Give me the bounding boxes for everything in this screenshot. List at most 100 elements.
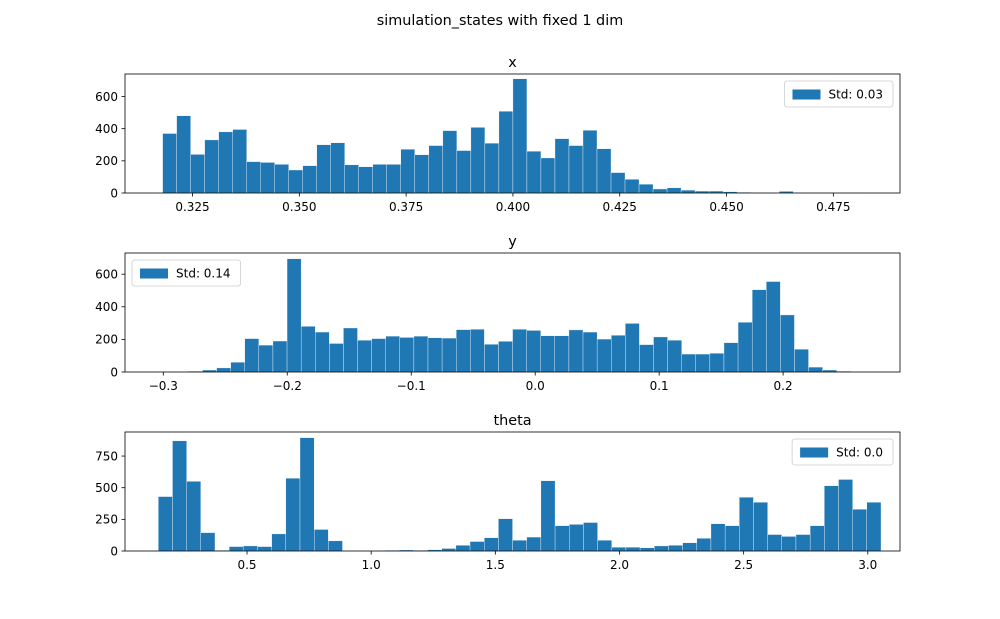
bar-x-29 xyxy=(568,145,584,194)
bar-x-18 xyxy=(414,154,430,194)
bar-y-25 xyxy=(512,329,527,373)
legend-swatch-y xyxy=(140,268,168,279)
y-tick-label-theta-3: 750 xyxy=(95,449,118,463)
bar-y-35 xyxy=(653,336,668,373)
x-tick-label-y-0: −0.3 xyxy=(149,379,178,393)
x-tick-label-x-5: 0.450 xyxy=(709,200,743,214)
bar-x-6 xyxy=(246,161,261,194)
subplot-title-y: y xyxy=(508,234,517,250)
bar-y-20 xyxy=(441,337,457,373)
bar-x-12 xyxy=(330,142,345,194)
bar-theta-0 xyxy=(158,496,173,552)
bar-theta-45 xyxy=(795,534,811,552)
bar-x-25 xyxy=(512,78,528,194)
bar-x-16 xyxy=(386,164,401,194)
x-tick-label-x-0: 0.325 xyxy=(175,200,209,214)
bar-x-14 xyxy=(358,166,373,194)
bar-y-5 xyxy=(230,362,245,373)
bar-x-7 xyxy=(260,162,275,194)
bar-theta-35 xyxy=(654,545,669,552)
bar-y-38 xyxy=(695,353,711,373)
bar-y-4 xyxy=(216,367,231,373)
bar-theta-3 xyxy=(200,532,216,552)
x-tick-label-y-2: −0.1 xyxy=(397,379,426,393)
subplot-title-theta: theta xyxy=(493,413,531,429)
legend-x: Std: 0.03 xyxy=(784,80,894,108)
bar-y-45 xyxy=(794,349,809,373)
x-tick-label-theta-4: 2.5 xyxy=(734,558,753,572)
bar-y-13 xyxy=(343,327,358,373)
panel-x: 0.325 0.350 0.375 0.400 0.425 0.450 0.475 0 200 4… xyxy=(95,55,901,214)
panels: 0.325 0.350 0.375 0.400 0.425 0.450 0.475 0 200 4… xyxy=(95,55,901,572)
bar-x-9 xyxy=(288,169,303,194)
bar-x-22 xyxy=(470,127,486,194)
bar-x-36 xyxy=(666,187,682,194)
bar-theta-12 xyxy=(328,540,343,552)
bar-theta-40 xyxy=(724,525,740,552)
x-tick-label-theta-3: 2.0 xyxy=(610,558,629,572)
panel-theta: 0.5 1.0 1.5 2.0 2.5 3.0 0 250 500 750 theta Std: 0.… xyxy=(95,413,901,572)
bar-theta-24 xyxy=(498,518,513,552)
bar-theta-38 xyxy=(696,538,712,552)
bar-y-32 xyxy=(611,335,626,373)
y-tick-label-theta-0: 0 xyxy=(110,544,118,558)
y-tick-label-y-3: 600 xyxy=(95,267,118,281)
bar-x-15 xyxy=(372,164,387,194)
bar-y-26 xyxy=(526,330,541,373)
y-tick-label-x-2: 400 xyxy=(95,122,118,136)
bar-theta-32 xyxy=(611,547,627,552)
x-tick-label-theta-1: 1.0 xyxy=(362,558,381,572)
bar-y-30 xyxy=(582,331,598,373)
bar-y-21 xyxy=(456,329,471,373)
bar-theta-9 xyxy=(285,478,301,552)
bar-theta-5 xyxy=(228,546,244,552)
bar-y-16 xyxy=(385,335,400,373)
bar-x-10 xyxy=(302,165,317,194)
bar-y-39 xyxy=(709,353,725,373)
legend-swatch-theta xyxy=(800,447,829,458)
bar-y-42 xyxy=(751,289,767,373)
subplot-title-x: x xyxy=(508,55,517,71)
bar-theta-21 xyxy=(455,545,471,552)
x-tick-label-y-4: 0.1 xyxy=(650,379,669,393)
y-tick-label-theta-2: 500 xyxy=(95,481,118,495)
bar-y-40 xyxy=(723,342,739,373)
bar-theta-43 xyxy=(767,534,782,552)
bar-y-12 xyxy=(329,343,344,373)
legend-y: Std: 0.14 xyxy=(131,259,241,287)
bar-x-2 xyxy=(190,154,205,194)
bar-x-8 xyxy=(274,164,289,194)
x-tick-label-y-1: −0.2 xyxy=(273,379,302,393)
bar-x-13 xyxy=(344,164,359,194)
legend-theta: Std: 0.0 xyxy=(791,438,894,466)
bar-y-24 xyxy=(498,341,513,373)
bar-y-14 xyxy=(357,340,372,373)
legend-label-theta: Std: 0.0 xyxy=(836,446,883,460)
legend-label-x: Std: 0.03 xyxy=(828,88,883,102)
y-tick-label-x-3: 600 xyxy=(95,90,118,104)
bar-theta-47 xyxy=(824,485,839,552)
y-tick-label-x-0: 0 xyxy=(110,186,118,200)
bar-y-36 xyxy=(667,340,682,373)
bar-y-15 xyxy=(371,338,386,373)
bar-y-7 xyxy=(258,344,274,373)
y-tick-label-theta-1: 250 xyxy=(95,513,118,527)
bar-theta-31 xyxy=(597,540,612,552)
bar-theta-48 xyxy=(838,479,853,552)
bar-y-44 xyxy=(780,314,795,373)
bar-x-17 xyxy=(400,149,416,194)
legend-box-y xyxy=(131,259,241,287)
x-tick-label-theta-5: 3.0 xyxy=(858,558,877,572)
bar-theta-36 xyxy=(668,545,683,552)
bar-x-20 xyxy=(442,130,458,194)
bar-theta-37 xyxy=(682,542,697,552)
bar-theta-6 xyxy=(243,545,258,552)
y-tick-label-y-0: 0 xyxy=(110,365,118,379)
x-tick-label-y-5: 0.2 xyxy=(774,379,793,393)
bar-x-26 xyxy=(526,151,542,194)
bar-x-30 xyxy=(582,130,598,194)
bar-theta-42 xyxy=(753,502,768,552)
bar-theta-7 xyxy=(257,546,272,552)
bar-y-6 xyxy=(244,338,260,373)
